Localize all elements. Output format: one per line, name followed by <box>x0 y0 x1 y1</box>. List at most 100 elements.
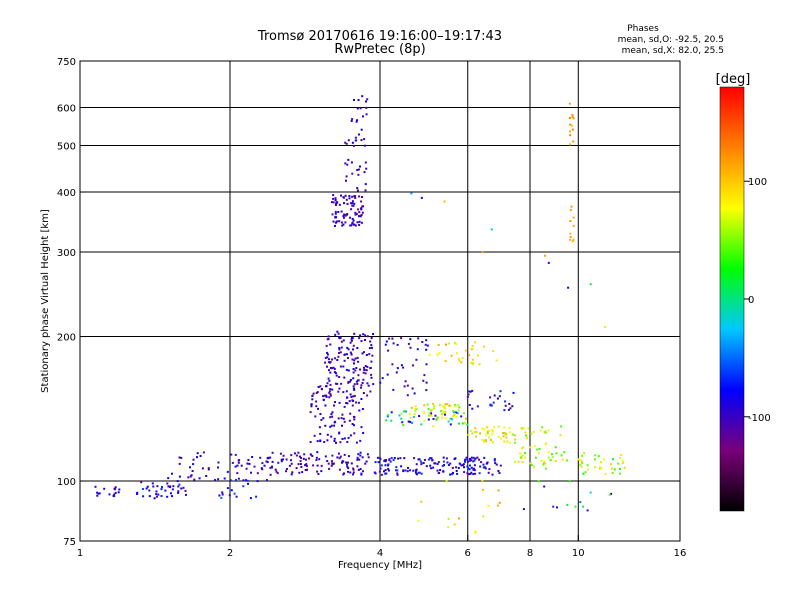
data-point <box>443 464 445 467</box>
data-point <box>549 459 552 462</box>
data-point <box>447 517 450 520</box>
data-point <box>332 220 335 223</box>
data-point <box>493 394 496 397</box>
data-point <box>299 463 302 465</box>
data-point <box>333 404 335 407</box>
data-point <box>423 404 426 407</box>
data-point <box>178 462 181 465</box>
data-point <box>337 355 340 358</box>
data-point <box>420 462 423 465</box>
data-point <box>474 457 477 460</box>
data-point <box>441 416 444 419</box>
data-point <box>488 436 491 439</box>
data-point <box>366 382 369 385</box>
data-point <box>318 458 321 461</box>
data-point <box>450 473 453 476</box>
data-point <box>441 404 444 407</box>
data-point <box>454 404 456 407</box>
data-point <box>355 139 358 142</box>
data-point <box>416 348 419 351</box>
data-point <box>455 411 458 414</box>
data-point <box>333 440 336 442</box>
data-point <box>599 466 602 469</box>
data-point <box>331 454 334 457</box>
data-point <box>458 357 460 360</box>
colorbar-tick-label: 0 <box>748 295 754 306</box>
data-point <box>290 473 293 476</box>
data-point <box>295 467 298 470</box>
data-point <box>365 106 368 109</box>
data-point <box>409 416 412 419</box>
data-point <box>444 417 447 420</box>
data-point <box>118 488 121 491</box>
data-point <box>494 462 497 465</box>
data-point <box>352 219 355 222</box>
data-point <box>328 390 331 393</box>
y-tick-label: 75 <box>63 537 76 548</box>
data-point <box>580 466 583 468</box>
data-point <box>316 391 319 394</box>
data-point <box>474 430 477 433</box>
data-point <box>464 458 466 461</box>
data-point <box>315 392 318 394</box>
data-point <box>350 120 353 122</box>
data-point <box>351 358 354 361</box>
data-point <box>529 462 532 465</box>
data-point <box>269 456 272 459</box>
data-point <box>422 411 425 413</box>
data-point <box>495 359 498 362</box>
data-point <box>330 424 333 427</box>
data-point <box>495 463 498 466</box>
data-point <box>343 213 346 216</box>
data-point <box>157 493 160 496</box>
data-point <box>473 459 476 462</box>
data-point <box>418 458 421 461</box>
data-point <box>323 394 326 397</box>
data-point <box>166 482 169 485</box>
data-point <box>452 471 454 474</box>
data-point <box>476 456 479 459</box>
data-point <box>303 453 306 456</box>
data-point <box>472 473 475 476</box>
data-point <box>387 469 390 472</box>
data-point <box>160 495 163 497</box>
data-point <box>359 368 361 371</box>
data-point <box>353 387 355 390</box>
data-point <box>346 396 349 399</box>
data-point <box>352 473 354 476</box>
data-point <box>327 361 330 364</box>
data-point <box>356 382 359 385</box>
data-point <box>355 120 358 123</box>
data-point <box>364 189 367 192</box>
data-point <box>572 140 575 143</box>
data-point <box>271 451 274 454</box>
data-point <box>584 471 587 474</box>
y-ticks: 75 100 200 300 400 500 600 750 <box>57 57 86 548</box>
data-point <box>318 426 321 429</box>
data-point <box>349 412 352 415</box>
data-point <box>320 470 323 473</box>
data-point <box>341 424 343 427</box>
data-point <box>572 238 575 241</box>
data-point <box>359 439 362 442</box>
data-point <box>338 401 341 404</box>
data-point <box>346 346 349 349</box>
data-point <box>479 432 482 435</box>
x-ticks: 1 2 4 6 8 10 16 <box>77 535 686 559</box>
data-point <box>358 458 361 461</box>
data-point <box>434 414 437 417</box>
data-point <box>439 404 441 407</box>
data-point <box>369 390 372 393</box>
data-point <box>356 189 359 192</box>
data-point <box>452 411 455 414</box>
data-point <box>351 141 354 144</box>
data-point <box>234 453 237 456</box>
data-point <box>346 463 348 466</box>
data-point <box>348 195 351 197</box>
data-point <box>361 381 364 384</box>
data-point <box>352 344 355 347</box>
data-point <box>486 430 489 433</box>
data-point <box>170 492 172 495</box>
y-tick-label: 600 <box>57 104 76 115</box>
data-point <box>387 414 390 417</box>
